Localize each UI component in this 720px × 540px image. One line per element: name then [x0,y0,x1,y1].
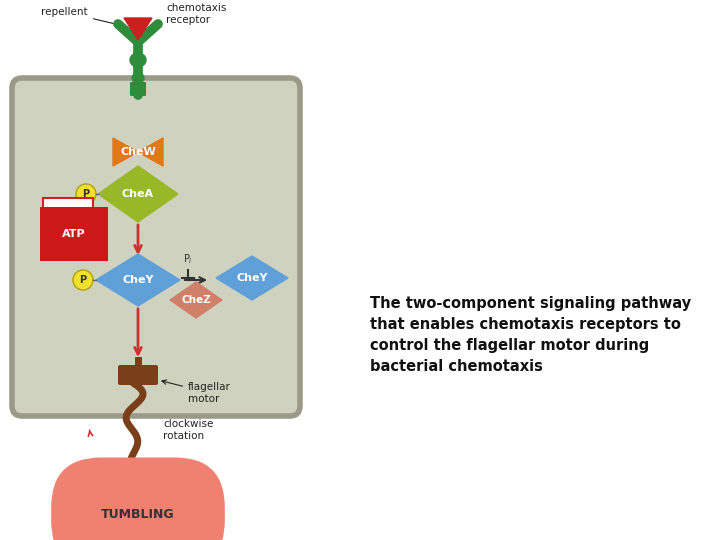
Polygon shape [98,166,178,222]
Polygon shape [113,138,138,166]
Polygon shape [216,256,288,300]
Polygon shape [124,18,152,40]
Text: CheZ: CheZ [181,295,211,305]
Ellipse shape [130,53,146,67]
FancyBboxPatch shape [118,365,158,385]
Text: The two-component signaling pathway
that enables chemotaxis receptors to
control: The two-component signaling pathway that… [370,296,691,374]
Circle shape [73,270,93,290]
Text: ATP: ATP [62,229,86,239]
Text: CheW: CheW [120,147,156,157]
Text: CheY: CheY [236,273,268,283]
Text: clockwise
rotation: clockwise rotation [163,419,213,441]
Polygon shape [96,254,180,306]
Polygon shape [138,138,163,166]
Text: flagellar
motor: flagellar motor [162,380,231,404]
Text: TUMBLING: TUMBLING [102,508,175,521]
Text: CheA: CheA [122,189,154,199]
Text: chemotaxis
receptor: chemotaxis receptor [156,3,226,26]
Text: P: P [79,275,86,285]
Polygon shape [170,282,222,318]
Text: P: P [82,189,89,199]
FancyBboxPatch shape [12,78,300,416]
Text: P$_i$: P$_i$ [183,252,193,266]
Text: ADP: ADP [58,213,78,223]
FancyArrowPatch shape [84,213,94,232]
Circle shape [76,184,96,204]
Text: repellent: repellent [41,7,120,26]
Text: CheY: CheY [122,275,154,285]
Ellipse shape [132,73,144,83]
FancyBboxPatch shape [130,82,146,96]
